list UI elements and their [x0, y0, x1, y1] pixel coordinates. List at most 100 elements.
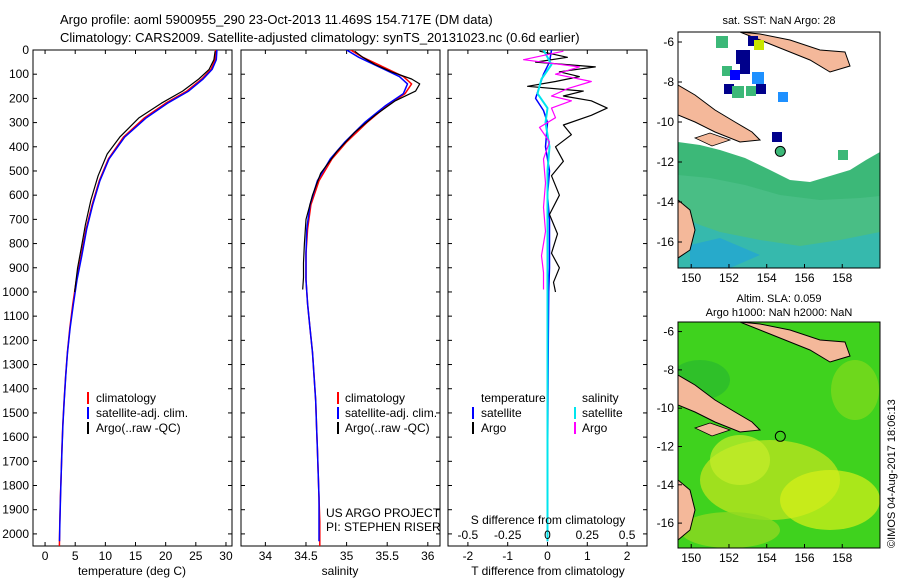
series-line-s-argo [522, 50, 592, 290]
series-line-argo-raw-qc- [74, 51, 216, 293]
map-lat-label: -12 [657, 439, 675, 453]
depth-tick-label: 400 [9, 140, 29, 154]
depth-tick-label: 2000 [2, 527, 29, 541]
sla-map-title1: Altim. SLA: 0.059 [737, 293, 822, 305]
x-tick-label: 10 [99, 549, 113, 563]
salinity-series [302, 50, 421, 546]
map-lon-label: 150 [681, 271, 701, 285]
s-difference-ticks: -0.5 -0.25 0 0.25 0.5 [458, 528, 636, 542]
legend-title-salinity: salinity [582, 391, 619, 405]
map-lon-label: 152 [719, 271, 739, 285]
sst-pixel [724, 84, 734, 94]
salinity-panel: 34 34.5 35 35.5 36 climatology satellite-adj… [240, 49, 441, 578]
s-tick-label: -0.25 [494, 528, 522, 542]
sla-high-region [780, 470, 880, 530]
depth-tick-label: 800 [9, 237, 29, 251]
sst-pixel [722, 66, 732, 76]
depth-tick-label: 300 [9, 116, 29, 130]
depth-tick-label: 1600 [2, 430, 29, 444]
salinity-x-ticks: 34 34.5 35 35.5 36 [259, 50, 435, 563]
map-lat-label: -6 [663, 325, 674, 339]
figure-title-line1: Argo profile: aoml 5900955_290 23-Oct-20… [60, 12, 493, 27]
land-queensland [678, 199, 696, 259]
s-tick-label: 0 [544, 528, 551, 542]
sst-field-coolest [690, 238, 760, 268]
salinity-xlabel: salinity [322, 564, 359, 578]
t-difference-label: T difference from climatology [471, 564, 625, 578]
depth-tick-label: 1200 [2, 333, 29, 347]
x-tick-label: 35.5 [376, 549, 400, 563]
difference-x-ticks: -2 -1 0 1 2 [463, 50, 631, 563]
map-lat-label: -14 [657, 195, 675, 209]
depth-tick-label: 1000 [2, 285, 29, 299]
legend-label-satellite: satellite-adj. clim. [345, 406, 437, 420]
temperature-legend: climatology satellite-adj. clim. Argo(..… [87, 391, 188, 435]
land-new-britain [739, 322, 851, 363]
difference-series [522, 50, 608, 542]
map-lat-label: -12 [657, 155, 675, 169]
s-tick-label: 0.25 [576, 528, 600, 542]
x-tick-label: 15 [129, 549, 143, 563]
x-tick-label: 5 [72, 549, 79, 563]
sst-pixel [716, 36, 728, 48]
map-lon-label: 154 [757, 551, 777, 565]
map-lon-label: 156 [794, 551, 814, 565]
sst-pixel [748, 36, 758, 46]
x-tick-label: 20 [159, 549, 173, 563]
sla-map-frame [677, 321, 881, 549]
difference-legend: temperature satellite Argo salinity sate… [472, 391, 623, 435]
legend-title-temperature: temperature [481, 391, 546, 405]
salinity-axes-box [240, 49, 441, 547]
project-annotation-line2: PI: STEPHEN RISER [326, 520, 441, 534]
x-tick-label: 34 [259, 549, 273, 563]
land-islands [693, 422, 732, 437]
x-tick-label: -2 [463, 549, 474, 563]
map-lon-label: 154 [757, 271, 777, 285]
sst-map-content [678, 32, 880, 268]
sst-pixel [778, 92, 788, 102]
depth-tick-label: 200 [9, 91, 29, 105]
sst-pixel [772, 132, 782, 142]
depth-tick-label: 1700 [2, 454, 29, 468]
project-annotation-line1: US ARGO PROJECT [326, 506, 441, 520]
x-tick-label: 2 [624, 549, 631, 563]
legend-label-t-satellite: satellite [481, 406, 522, 420]
series-line-satellite-adj-clim- [305, 50, 409, 542]
land-queensland [678, 479, 696, 541]
land-islands [693, 132, 732, 147]
s-tick-label: 0.5 [619, 528, 636, 542]
depth-tick-label: 600 [9, 188, 29, 202]
depth-tick-label: 0 [22, 43, 29, 57]
sla-mid-region [831, 360, 879, 420]
temperature-xlabel: temperature (deg C) [78, 564, 186, 578]
sla-mid-region [680, 512, 780, 548]
map-lon-label: 158 [832, 551, 852, 565]
difference-depth-ticks [448, 49, 647, 535]
temperature-panel: 0100200300400500600700800900100011001200… [2, 43, 233, 578]
series-line-argo-raw-qc- [302, 50, 421, 290]
s-tick-label: -0.5 [458, 528, 479, 542]
land-new-britain [739, 32, 851, 73]
sla-map-ticks: 150 152 154 156 158 -6 -8 -10 -12 -14 -16 [657, 325, 853, 565]
land-papua-tail [678, 374, 762, 433]
map-lat-label: -8 [663, 75, 674, 89]
legend-label-argo: Argo(..raw -QC) [96, 421, 181, 435]
x-tick-label: 36 [421, 549, 435, 563]
sst-pixel [736, 50, 750, 64]
sst-pixels [716, 36, 848, 160]
map-lat-label: -10 [657, 115, 675, 129]
sst-pixel [756, 84, 766, 94]
map-lat-label: -10 [657, 401, 675, 415]
sst-pixel [752, 72, 764, 84]
sst-pixel [838, 150, 848, 160]
sla-high-region [710, 435, 770, 485]
land-papua-tail [678, 84, 762, 143]
temperature-x-ticks: 0 5 10 15 20 25 30 [42, 50, 233, 563]
depth-tick-label: 100 [9, 67, 29, 81]
sla-map-content [678, 322, 880, 548]
imos-credit: ©IMOS 04-Aug-2017 18:06:13 [886, 399, 898, 548]
sst-map: sat. SST: NaN Argo: 28 [657, 15, 881, 285]
sst-pixel [740, 64, 750, 74]
depth-tick-label: 1800 [2, 479, 29, 493]
